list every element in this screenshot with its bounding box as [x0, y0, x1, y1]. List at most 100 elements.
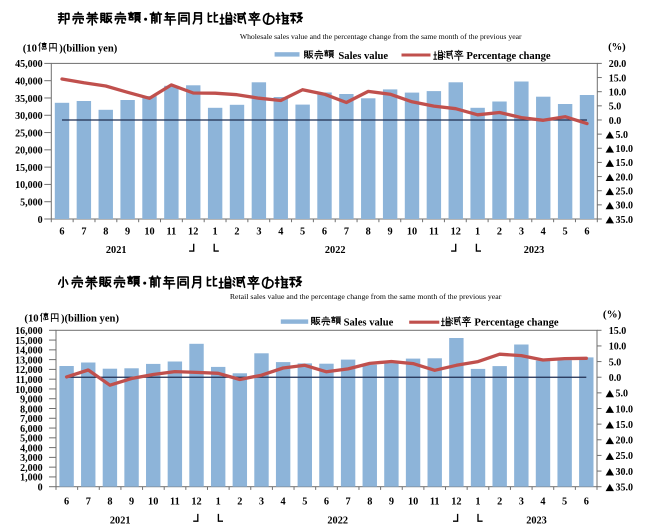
- svg-text:3: 3: [519, 497, 524, 508]
- svg-text:10,000: 10,000: [15, 180, 43, 191]
- svg-text:6: 6: [64, 497, 69, 508]
- svg-text:0: 0: [38, 483, 43, 494]
- svg-text:4: 4: [540, 497, 545, 508]
- svg-text:0.0: 0.0: [609, 373, 622, 384]
- svg-text:35.0: 35.0: [616, 215, 634, 226]
- svg-text:6: 6: [584, 497, 589, 508]
- svg-text:9: 9: [388, 226, 393, 237]
- svg-text:10,000: 10,000: [15, 385, 43, 396]
- svg-text:10: 10: [144, 226, 154, 237]
- svg-text:15.0: 15.0: [609, 73, 627, 84]
- svg-text:15.0: 15.0: [616, 420, 634, 431]
- svg-text:40,000: 40,000: [15, 77, 43, 88]
- svg-text:7: 7: [81, 226, 86, 237]
- svg-text:5.0: 5.0: [609, 102, 622, 113]
- svg-text:Sales value: Sales value: [338, 51, 388, 62]
- svg-text:7: 7: [86, 497, 91, 508]
- svg-text:7,000: 7,000: [20, 414, 43, 425]
- svg-text:(%): (%): [603, 308, 622, 320]
- svg-text:20.0: 20.0: [616, 172, 634, 183]
- svg-text:2: 2: [497, 226, 502, 237]
- svg-text:3,000: 3,000: [20, 453, 43, 464]
- svg-text:2023: 2023: [526, 515, 547, 526]
- svg-text:3: 3: [519, 226, 524, 237]
- svg-text:5: 5: [563, 226, 568, 237]
- svg-text:(%): (%): [608, 42, 626, 53]
- svg-text:Sales value: Sales value: [344, 317, 394, 328]
- svg-text:5,000: 5,000: [20, 198, 43, 209]
- svg-text:6: 6: [322, 226, 327, 237]
- svg-text:1: 1: [475, 226, 480, 237]
- svg-text:6: 6: [584, 226, 589, 237]
- svg-text:10: 10: [148, 497, 158, 508]
- svg-text:2021: 2021: [106, 245, 127, 256]
- svg-text:5.0: 5.0: [609, 357, 622, 368]
- svg-text:7: 7: [344, 226, 349, 237]
- svg-text:25.0: 25.0: [616, 187, 634, 198]
- svg-text:5.0: 5.0: [616, 130, 629, 141]
- svg-text:2022: 2022: [325, 245, 346, 256]
- svg-text:15.0: 15.0: [616, 158, 634, 169]
- svg-text:)(billion yen): )(billion yen): [61, 314, 119, 325]
- svg-text:1,000: 1,000: [20, 473, 43, 484]
- svg-text:10.0: 10.0: [616, 144, 634, 155]
- svg-text:5: 5: [302, 497, 307, 508]
- svg-text:12: 12: [188, 226, 198, 237]
- svg-text:3: 3: [259, 497, 264, 508]
- svg-text:8: 8: [366, 226, 371, 237]
- svg-text:5: 5: [562, 497, 567, 508]
- svg-text:11: 11: [430, 497, 440, 508]
- svg-text:9,000: 9,000: [20, 395, 43, 406]
- svg-text:11,000: 11,000: [16, 375, 43, 386]
- svg-text:20.0: 20.0: [616, 436, 634, 447]
- svg-text:0: 0: [38, 215, 43, 226]
- svg-text:10: 10: [407, 226, 417, 237]
- svg-text:2: 2: [234, 226, 239, 237]
- svg-text:10.0: 10.0: [609, 88, 627, 99]
- svg-text:25.0: 25.0: [616, 451, 634, 462]
- svg-text:1: 1: [216, 497, 221, 508]
- svg-text:8,000: 8,000: [20, 404, 43, 415]
- svg-text:4: 4: [278, 226, 283, 237]
- svg-text:Percentage change: Percentage change: [474, 317, 559, 328]
- svg-text:30.0: 30.0: [616, 201, 634, 212]
- svg-text:35.0: 35.0: [616, 483, 634, 494]
- svg-text:15.0: 15.0: [609, 326, 627, 337]
- svg-text:8: 8: [103, 226, 108, 237]
- svg-text:30.0: 30.0: [616, 467, 634, 478]
- svg-text:20.0: 20.0: [609, 59, 627, 70]
- svg-text:6,000: 6,000: [20, 424, 43, 435]
- svg-text:)(billion yen): )(billion yen): [59, 43, 117, 54]
- svg-text:3: 3: [256, 226, 261, 237]
- svg-text:10.0: 10.0: [609, 342, 627, 353]
- svg-text:Wholesale sales value and the: Wholesale sales value and the percentage…: [240, 32, 522, 41]
- svg-text:2: 2: [497, 497, 502, 508]
- svg-text:(10: (10: [24, 313, 38, 325]
- svg-text:2022: 2022: [327, 515, 348, 526]
- svg-text:25,000: 25,000: [15, 128, 43, 139]
- svg-text:6: 6: [59, 226, 64, 237]
- svg-text:Retail sales value and the per: Retail sales value and the percentage ch…: [230, 292, 502, 301]
- svg-text:(10: (10: [23, 42, 37, 54]
- svg-text:11: 11: [167, 226, 177, 237]
- svg-text:6: 6: [324, 497, 329, 508]
- svg-text:15,000: 15,000: [15, 336, 43, 347]
- svg-text:4,000: 4,000: [20, 443, 43, 454]
- svg-text:15,000: 15,000: [15, 163, 43, 174]
- svg-text:45,000: 45,000: [15, 59, 43, 70]
- svg-text:1: 1: [213, 226, 218, 237]
- svg-text:5,000: 5,000: [20, 434, 43, 445]
- svg-text:16,000: 16,000: [15, 326, 43, 337]
- svg-text:2023: 2023: [524, 245, 545, 256]
- svg-text:5: 5: [300, 226, 305, 237]
- svg-text:10: 10: [408, 497, 418, 508]
- svg-text:12,000: 12,000: [15, 365, 43, 376]
- svg-text:10.0: 10.0: [616, 404, 634, 415]
- svg-text:2021: 2021: [110, 515, 131, 526]
- svg-text:7: 7: [346, 497, 351, 508]
- svg-text:13,000: 13,000: [15, 355, 43, 366]
- svg-text:9: 9: [125, 226, 130, 237]
- svg-text:35,000: 35,000: [15, 94, 43, 105]
- svg-text:0.0: 0.0: [609, 116, 622, 127]
- svg-text:8: 8: [107, 497, 112, 508]
